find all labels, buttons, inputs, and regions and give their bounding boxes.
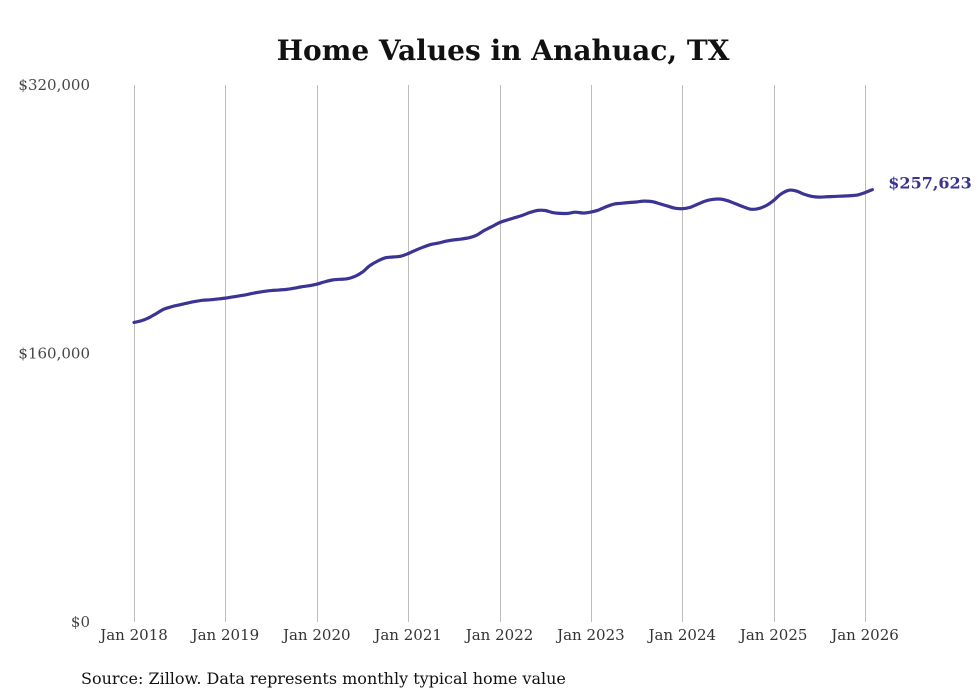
y-axis-ticks: $0 $160,000 $320,000 bbox=[18, 76, 90, 631]
y-tick-label-1: $160,000 bbox=[18, 345, 90, 363]
x-gridlines bbox=[134, 85, 866, 622]
x-tick-label-8: Jan 2026 bbox=[829, 626, 899, 644]
y-tick-label-0: $0 bbox=[71, 613, 90, 631]
x-tick-label-2: Jan 2020 bbox=[281, 626, 351, 644]
x-tick-label-6: Jan 2024 bbox=[646, 626, 716, 644]
x-tick-label-7: Jan 2025 bbox=[738, 626, 808, 644]
x-tick-label-5: Jan 2023 bbox=[555, 626, 625, 644]
chart-title: Home Values in Anahuac, TX bbox=[277, 34, 730, 67]
x-tick-label-3: Jan 2021 bbox=[372, 626, 442, 644]
series-line-0 bbox=[132, 188, 874, 325]
x-tick-label-4: Jan 2022 bbox=[464, 626, 534, 644]
last-value-label: $257,623 bbox=[888, 174, 972, 193]
source-note: Source: Zillow. Data represents monthly … bbox=[81, 669, 566, 688]
y-tick-label-2: $320,000 bbox=[18, 76, 90, 94]
x-tick-label-0: Jan 2018 bbox=[98, 626, 168, 644]
x-axis-ticks: Jan 2018 Jan 2019 Jan 2020 Jan 2021 Jan 2022… bbox=[98, 626, 899, 644]
series-lines bbox=[132, 188, 874, 325]
x-tick-label-1: Jan 2019 bbox=[190, 626, 260, 644]
